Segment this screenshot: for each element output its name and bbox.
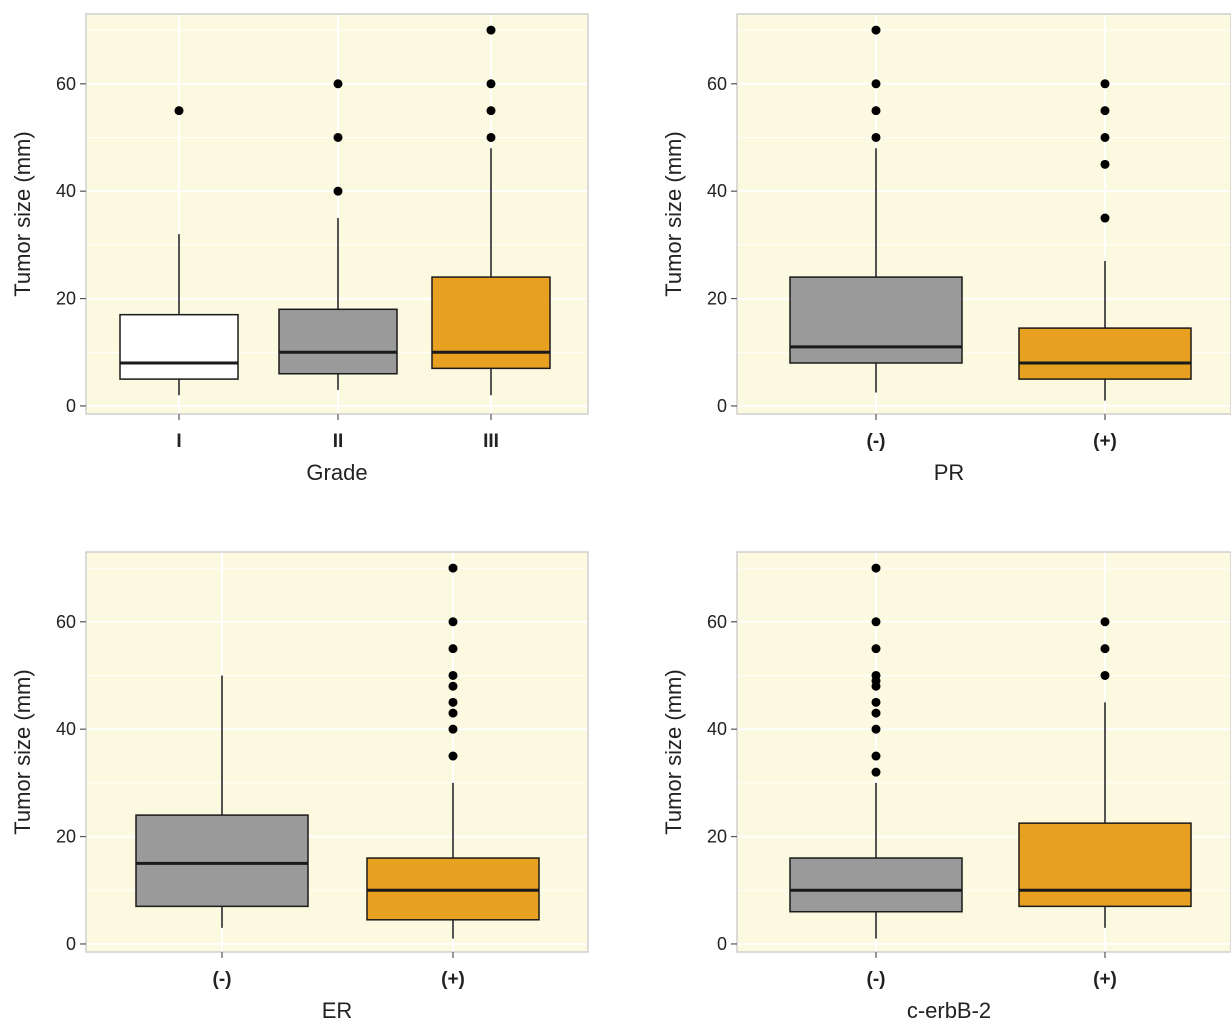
- outlier-point: [333, 132, 343, 142]
- x-tick-label: (-): [867, 969, 886, 990]
- plot-frame: [85, 551, 589, 953]
- plot-frame: [85, 13, 589, 415]
- y-axis-title: Tumor size (mm): [661, 669, 686, 834]
- outlier-point: [448, 681, 458, 691]
- outlier-point: [486, 132, 496, 142]
- y-tick-label: 60: [707, 612, 727, 632]
- plot-frame: [736, 13, 1231, 415]
- outlier-point: [1100, 106, 1110, 116]
- panel-er: 0 20 40 60 (-) (+) ER Tumor size (mm): [10, 551, 589, 1023]
- outlier-point: [448, 724, 458, 734]
- outlier-point: [1100, 159, 1110, 169]
- y-tick-label: 0: [717, 396, 727, 416]
- x-axis-title: Grade: [306, 460, 367, 485]
- outlier-point: [871, 79, 881, 89]
- outlier-point: [871, 697, 881, 707]
- outlier-point: [871, 644, 881, 654]
- outlier-point: [871, 563, 881, 573]
- y-tick-label: 60: [56, 74, 76, 94]
- x-tick-label: I: [176, 431, 181, 452]
- y-tick-label: 60: [56, 612, 76, 632]
- outlier-point: [871, 132, 881, 142]
- box-iqr: [119, 313, 239, 380]
- outlier-point: [486, 79, 496, 89]
- box-iqr: [789, 857, 963, 913]
- box-iqr: [789, 276, 963, 364]
- panel-cerbb2: 0 20 40 60 (-) (+) c-erbB-2 Tumor size (mm): [661, 551, 1231, 1023]
- outlier-point: [1100, 670, 1110, 680]
- outlier-point: [1100, 79, 1110, 89]
- y-tick-label: 40: [56, 719, 76, 739]
- outlier-point: [871, 751, 881, 761]
- y-tick-label: 20: [707, 289, 727, 309]
- y-axis-title: Tumor size (mm): [661, 131, 686, 296]
- y-tick-label: 40: [707, 719, 727, 739]
- x-tick-label: (-): [213, 969, 232, 990]
- box-iqr: [1018, 822, 1192, 908]
- x-axis-title: ER: [322, 998, 353, 1023]
- outlier-point: [1100, 617, 1110, 627]
- outlier-point: [448, 697, 458, 707]
- outlier-point: [1100, 644, 1110, 654]
- y-tick-label: 20: [56, 289, 76, 309]
- outlier-point: [486, 25, 496, 35]
- y-tick-label: 0: [66, 396, 76, 416]
- x-axis-title: PR: [934, 460, 965, 485]
- x-axis-title: c-erbB-2: [907, 998, 991, 1023]
- outlier-point: [871, 106, 881, 116]
- outlier-point: [448, 644, 458, 654]
- y-tick-label: 0: [66, 934, 76, 954]
- outlier-point: [448, 617, 458, 627]
- outlier-point: [1100, 213, 1110, 223]
- box-iqr: [135, 814, 309, 908]
- x-tick-label: II: [333, 431, 344, 452]
- box-iqr: [431, 276, 551, 370]
- outlier-point: [871, 708, 881, 718]
- outlier-point: [1100, 132, 1110, 142]
- outlier-point: [333, 79, 343, 89]
- y-tick-label: 40: [707, 181, 727, 201]
- y-tick-label: 60: [707, 74, 727, 94]
- outlier-point: [871, 767, 881, 777]
- plot-frame: [736, 551, 1231, 953]
- y-tick-label: 20: [56, 827, 76, 847]
- box-iqr: [1018, 327, 1192, 380]
- outlier-point: [333, 186, 343, 196]
- y-axis-title: Tumor size (mm): [10, 669, 35, 834]
- y-tick-label: 40: [56, 181, 76, 201]
- x-tick-label: III: [483, 431, 499, 452]
- outlier-point: [448, 751, 458, 761]
- x-tick-label: (-): [867, 431, 886, 452]
- x-tick-label: (+): [441, 969, 465, 990]
- x-tick-label: (+): [1093, 431, 1117, 452]
- outlier-point: [448, 563, 458, 573]
- outlier-point: [486, 106, 496, 116]
- outlier-point: [448, 670, 458, 680]
- outlier-point: [448, 708, 458, 718]
- y-tick-label: 0: [717, 934, 727, 954]
- outlier-point: [871, 724, 881, 734]
- outlier-point: [871, 25, 881, 35]
- y-axis-title: Tumor size (mm): [10, 131, 35, 296]
- x-tick-label: (+): [1093, 969, 1117, 990]
- outlier-point: [174, 106, 184, 116]
- outlier-point: [871, 670, 881, 680]
- y-tick-label: 20: [707, 827, 727, 847]
- panel-pr: 0 20 40 60 (-) (+) PR Tumor size (mm): [661, 13, 1231, 485]
- outlier-point: [871, 617, 881, 627]
- box-iqr: [278, 308, 398, 375]
